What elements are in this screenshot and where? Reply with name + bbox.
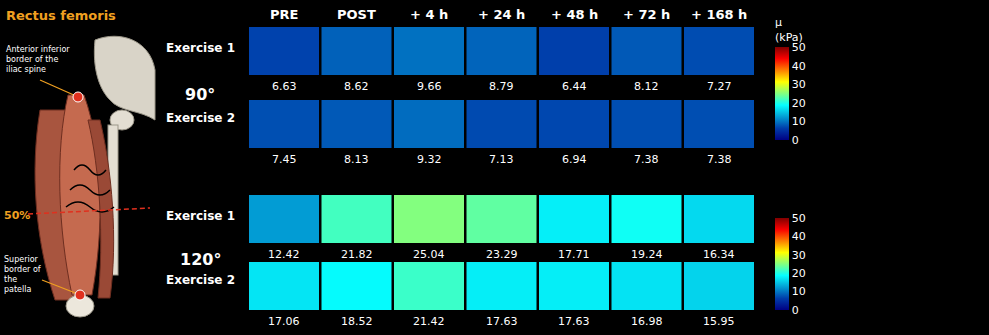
svg-text:Anterior inferiorborder of the: Anterior inferiorborder of theiliac spin… [6, 45, 70, 74]
svg-text:Superiorborder ofthepatella: Superiorborder ofthepatella [4, 255, 41, 294]
svg-text:POST: POST [337, 7, 376, 22]
svg-text:40: 40 [792, 60, 806, 73]
svg-text:19.24: 19.24 [631, 248, 663, 261]
svg-text:17.63: 17.63 [486, 315, 518, 328]
svg-text:Exercise 1: Exercise 1 [166, 41, 235, 55]
svg-text:7.13: 7.13 [489, 153, 514, 166]
svg-text:50: 50 [792, 212, 806, 225]
svg-text:21.82: 21.82 [341, 248, 373, 261]
svg-text:7.45: 7.45 [272, 153, 297, 166]
svg-text:7.38: 7.38 [634, 153, 659, 166]
svg-text:18.52: 18.52 [341, 315, 373, 328]
svg-text:16.98: 16.98 [631, 315, 663, 328]
svg-text:17.71: 17.71 [558, 248, 590, 261]
svg-text:Rectus femoris: Rectus femoris [6, 8, 116, 23]
svg-text:17.63: 17.63 [558, 315, 590, 328]
svg-text:9.32: 9.32 [417, 153, 442, 166]
svg-text:Exercise 2: Exercise 2 [166, 273, 235, 287]
svg-text:8.12: 8.12 [634, 80, 659, 93]
svg-text:+ 24 h: + 24 h [478, 7, 525, 22]
svg-text:8.79: 8.79 [489, 80, 514, 93]
svg-text:20: 20 [792, 97, 806, 110]
svg-text:9.66: 9.66 [417, 80, 442, 93]
svg-text:25.04: 25.04 [413, 248, 445, 261]
svg-text:120°: 120° [180, 250, 221, 269]
svg-text:15.95: 15.95 [703, 315, 735, 328]
svg-text:10: 10 [792, 115, 806, 128]
svg-text:+ 48 h: + 48 h [551, 7, 598, 22]
svg-text:μ(kPa): μ(kPa) [775, 16, 803, 43]
svg-text:10: 10 [792, 285, 806, 298]
svg-text:40: 40 [792, 230, 806, 243]
svg-text:16.34: 16.34 [703, 248, 735, 261]
svg-text:30: 30 [792, 249, 806, 262]
svg-text:12.42: 12.42 [268, 248, 300, 261]
svg-text:20: 20 [792, 267, 806, 280]
svg-text:90°: 90° [185, 85, 215, 104]
svg-text:21.42: 21.42 [413, 315, 445, 328]
svg-text:8.62: 8.62 [344, 80, 369, 93]
svg-text:50%: 50% [4, 209, 30, 222]
svg-text:6.44: 6.44 [562, 80, 587, 93]
svg-text:50: 50 [792, 41, 806, 54]
svg-text:+ 4 h: + 4 h [410, 7, 448, 22]
svg-text:7.27: 7.27 [707, 80, 732, 93]
svg-text:+ 72 h: + 72 h [623, 7, 670, 22]
svg-text:23.29: 23.29 [486, 248, 518, 261]
svg-text:0: 0 [792, 304, 799, 317]
svg-text:PRE: PRE [270, 7, 298, 22]
svg-text:0: 0 [792, 134, 799, 147]
svg-text:8.13: 8.13 [344, 153, 369, 166]
svg-text:6.63: 6.63 [272, 80, 297, 93]
svg-text:30: 30 [792, 78, 806, 91]
svg-text:+ 168 h: + 168 h [691, 7, 747, 22]
svg-text:Exercise 1: Exercise 1 [166, 209, 235, 223]
svg-text:Exercise 2: Exercise 2 [166, 111, 235, 125]
svg-text:6.94: 6.94 [562, 153, 587, 166]
svg-text:7.38: 7.38 [707, 153, 732, 166]
svg-text:17.06: 17.06 [268, 315, 300, 328]
